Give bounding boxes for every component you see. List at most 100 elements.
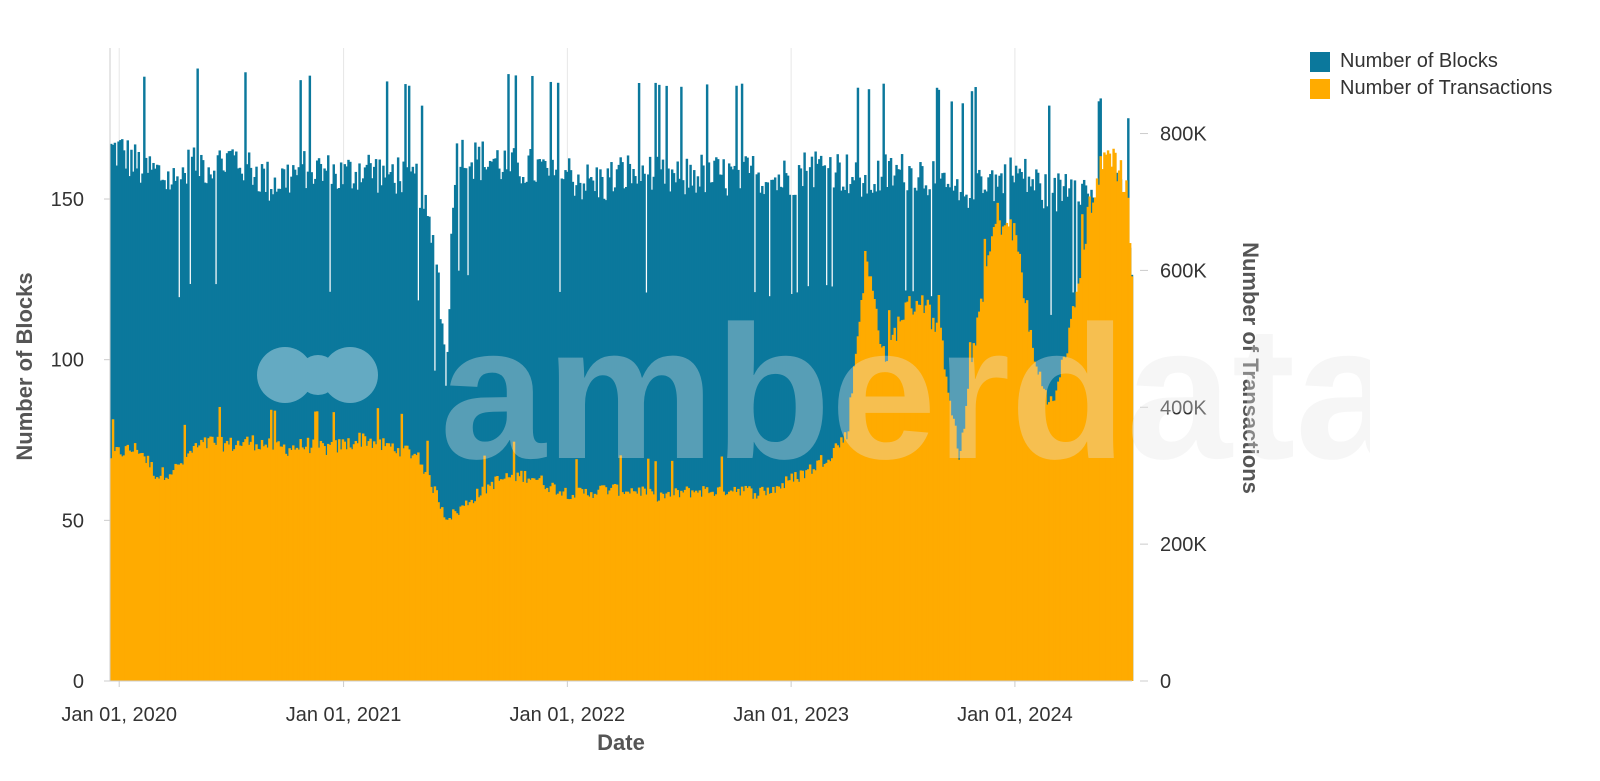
bar-transactions-513	[1053, 400, 1056, 681]
bar-transactions-16	[139, 453, 142, 681]
bar-transactions-433	[906, 301, 909, 681]
bar-blocks-26	[157, 165, 161, 682]
bar-transactions-45	[192, 446, 196, 681]
bar-transactions-28	[161, 467, 164, 681]
bar-transactions-87	[270, 409, 273, 681]
bar-transactions-176	[433, 486, 437, 681]
bar-transactions-212	[499, 479, 503, 681]
bar-transactions-368	[786, 480, 790, 681]
bar-blocks-258	[584, 190, 587, 681]
bar-transactions-462	[959, 450, 963, 681]
bar-blocks-268	[602, 198, 606, 681]
bar-transactions-397	[840, 437, 843, 681]
bar-transactions-454	[945, 376, 948, 681]
bar-blocks-463	[961, 103, 965, 682]
bar-transactions-406	[856, 336, 860, 681]
bar-transactions-328	[713, 495, 716, 681]
bar-blocks-233	[538, 159, 541, 681]
bar-transactions-479	[990, 236, 994, 681]
bar-transactions-353	[759, 487, 762, 681]
bar-transactions-35	[174, 463, 177, 681]
bar-transactions-157	[398, 456, 402, 681]
bar-blocks-20	[146, 172, 150, 681]
bar-transactions-236	[544, 489, 547, 681]
bar-blocks-70	[238, 167, 242, 681]
bar-transactions-168	[418, 464, 422, 681]
bar-transactions-369	[788, 480, 792, 681]
bar-transactions-376	[801, 470, 804, 681]
bar-transactions-242	[555, 494, 558, 681]
bar-blocks-138	[363, 167, 367, 682]
bar-blocks-218	[510, 152, 514, 681]
bar-blocks-356	[764, 182, 768, 682]
bar-transactions-264	[595, 494, 598, 681]
legend-item-blocks[interactable]: Number of Blocks	[1310, 48, 1552, 75]
bar-transactions-405	[854, 353, 858, 681]
bar-transactions-364	[779, 488, 782, 681]
bar-blocks-461	[957, 200, 961, 681]
bar-transactions-110	[312, 439, 315, 681]
bar-blocks-162	[407, 85, 411, 681]
bar-transactions-82	[260, 439, 264, 681]
bar-blocks-131	[350, 188, 354, 681]
bar-transactions-531	[1086, 206, 1090, 681]
bar-blocks-290	[643, 173, 646, 682]
bar-transactions-315	[689, 497, 692, 681]
bar-blocks-139	[365, 164, 369, 681]
bar-blocks-124	[338, 187, 341, 681]
bar-transactions-366	[783, 488, 786, 681]
bar-blocks-294	[650, 189, 654, 681]
bar-transactions-171	[424, 471, 427, 681]
bar-transactions-428	[897, 316, 900, 681]
bar-transactions-505	[1038, 371, 1042, 681]
bar-blocks-71	[240, 173, 244, 681]
bar-transactions-173	[428, 475, 431, 681]
bar-transactions-163	[409, 458, 413, 681]
bar-blocks-257	[582, 183, 586, 681]
bar-transactions-352	[757, 495, 760, 681]
bar-transactions-37	[178, 464, 181, 681]
bar-transactions-514	[1055, 390, 1058, 681]
bar-blocks-204	[485, 169, 488, 681]
bar-transactions-435	[910, 308, 913, 681]
bar-transactions-77	[251, 435, 255, 681]
bar-transactions-545	[1112, 148, 1115, 681]
tick-labels: Jan 01, 2020 Jan 01, 2021 Jan 01, 2022 Jan …	[51, 124, 1208, 726]
bar-transactions-526	[1077, 283, 1080, 681]
bar-transactions-483	[998, 220, 1001, 681]
legend-item-transactions[interactable]: Number of Transactions	[1310, 75, 1552, 102]
bar-blocks-295	[652, 176, 656, 682]
bar-transactions-519	[1064, 357, 1068, 681]
bar-blocks-230	[533, 180, 536, 681]
bar-transactions-188	[455, 513, 459, 681]
bar-transactions-285	[634, 491, 637, 681]
bar-transactions-92	[279, 446, 282, 681]
bar-blocks-142	[371, 178, 374, 681]
bar-blocks-152	[389, 172, 393, 682]
bar-transactions-219	[512, 441, 516, 681]
bar-blocks-291	[645, 292, 648, 681]
bar-transactions-262	[591, 497, 595, 681]
bar-blocks-267	[601, 176, 604, 681]
bar-transactions-267	[601, 485, 604, 681]
bar-transactions-166	[415, 455, 418, 681]
bar-transactions-552	[1125, 180, 1128, 682]
bar-blocks-371	[792, 194, 795, 681]
bar-blocks-282	[628, 163, 632, 682]
bar-transactions-244	[558, 491, 562, 681]
bar-transactions-164	[411, 455, 415, 681]
bar-transactions-389	[825, 462, 828, 681]
bar-transactions-512	[1051, 401, 1055, 681]
bar-blocks-178	[437, 272, 440, 681]
bar-transactions-378	[805, 470, 808, 681]
bar-transactions-504	[1036, 374, 1040, 681]
bar-blocks-240	[551, 159, 554, 681]
bar-blocks-394	[834, 172, 838, 681]
bar-transactions-156	[396, 448, 400, 681]
bar-transactions-222	[518, 476, 521, 681]
bar-blocks-315	[689, 164, 692, 681]
bar-transactions-547	[1116, 181, 1119, 682]
bar-transactions-179	[439, 508, 442, 681]
bar-transactions-49	[200, 439, 203, 681]
bar-transactions-124	[338, 439, 341, 681]
